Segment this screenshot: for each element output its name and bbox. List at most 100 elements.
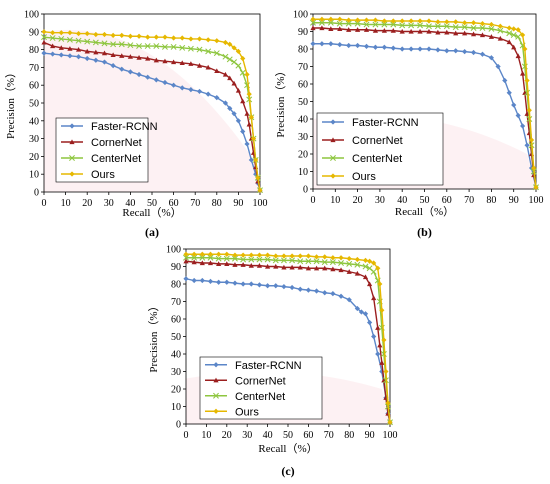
data-point [381, 337, 387, 343]
series-line [313, 27, 537, 188]
data-point [511, 44, 517, 50]
legend-box [316, 112, 444, 186]
data-point [231, 80, 237, 86]
data-point [322, 265, 328, 271]
legend-box [199, 356, 323, 420]
data-point [272, 257, 279, 264]
data-point [328, 26, 334, 31]
y-tick-label: 50 [298, 97, 308, 108]
x-tick-label: 20 [222, 430, 232, 441]
data-point [50, 30, 56, 36]
legend-label: CenterNet [91, 153, 141, 165]
y-tick-label: 40 [29, 116, 39, 127]
data-point [515, 112, 521, 119]
data-point [265, 283, 271, 289]
x-tick-label: 0 [42, 198, 47, 209]
data-point [380, 351, 387, 357]
y-tick-label: 80 [171, 280, 181, 291]
data-point [337, 26, 343, 31]
data-point [93, 49, 99, 55]
data-point [257, 187, 263, 193]
data-point [497, 35, 503, 41]
data-point [191, 254, 198, 261]
data-point [215, 255, 222, 262]
data-point [313, 288, 320, 294]
data-point [362, 257, 369, 263]
data-point [370, 268, 377, 275]
x-tick-label: 30 [242, 430, 252, 441]
y-tick-label: 40 [171, 350, 181, 361]
data-point [381, 44, 387, 50]
data-point [289, 264, 295, 270]
data-point [330, 291, 336, 297]
legend-swatch-marker [213, 392, 219, 399]
data-point [319, 25, 325, 31]
y-tick-label: 0 [303, 185, 308, 196]
y-tick-label: 10 [298, 167, 308, 178]
data-point [75, 54, 82, 60]
x-tick-label: 100 [253, 198, 268, 209]
x-tick-label: 70 [190, 198, 200, 209]
data-point [363, 21, 370, 28]
x-tick-label: 70 [464, 195, 474, 206]
data-point [199, 251, 205, 257]
data-point [136, 43, 142, 49]
data-point [367, 319, 373, 326]
x-tick-label: 50 [147, 198, 157, 209]
data-point [235, 87, 241, 93]
data-point [248, 252, 254, 258]
legend-label: CenterNet [235, 391, 285, 403]
legend-swatch-marker [330, 173, 336, 179]
data-point [67, 46, 73, 51]
y-tick-label: 70 [29, 63, 39, 74]
data-point [93, 57, 99, 63]
data-point [390, 45, 396, 51]
data-point [417, 22, 423, 29]
data-point [526, 107, 532, 113]
x-tick-label: 90 [233, 198, 243, 209]
data-point [297, 258, 304, 265]
data-point [399, 18, 405, 24]
data-point [408, 22, 415, 29]
data-point [337, 16, 343, 22]
data-point [199, 260, 205, 266]
x-tick-label: 70 [324, 430, 334, 441]
data-point [244, 141, 250, 147]
data-point [522, 46, 528, 52]
series-cornernet [183, 258, 393, 425]
y-tick-label: 0 [34, 188, 39, 199]
data-point [119, 53, 125, 58]
data-point [510, 32, 517, 38]
legend-swatch-marker [213, 377, 219, 383]
panel-label: (a) [145, 225, 159, 239]
data-point [222, 39, 229, 46]
data-point [171, 35, 177, 41]
data-point [101, 50, 108, 56]
data-point [346, 256, 352, 262]
data-point [322, 254, 328, 260]
series-ours [310, 16, 539, 190]
data-point [328, 16, 334, 22]
data-point [462, 49, 468, 55]
legend-swatch-marker [69, 155, 75, 161]
x-tick-label: 100 [529, 195, 544, 206]
data-point [371, 260, 377, 266]
data-point [240, 55, 246, 62]
data-point [520, 32, 526, 38]
data-point [162, 43, 168, 50]
data-point [214, 95, 220, 101]
data-point [321, 259, 328, 266]
legend-label: Faster-RCNN [235, 360, 302, 372]
data-point [390, 18, 396, 24]
data-point [213, 50, 220, 57]
data-point [127, 42, 134, 49]
data-point [305, 253, 311, 259]
data-point [345, 20, 352, 27]
data-point [531, 165, 537, 171]
data-point [75, 30, 82, 37]
y-tick-label: 60 [298, 80, 308, 91]
data-point [444, 48, 450, 54]
data-point [362, 274, 369, 280]
data-point [497, 23, 503, 29]
data-point [488, 55, 494, 61]
